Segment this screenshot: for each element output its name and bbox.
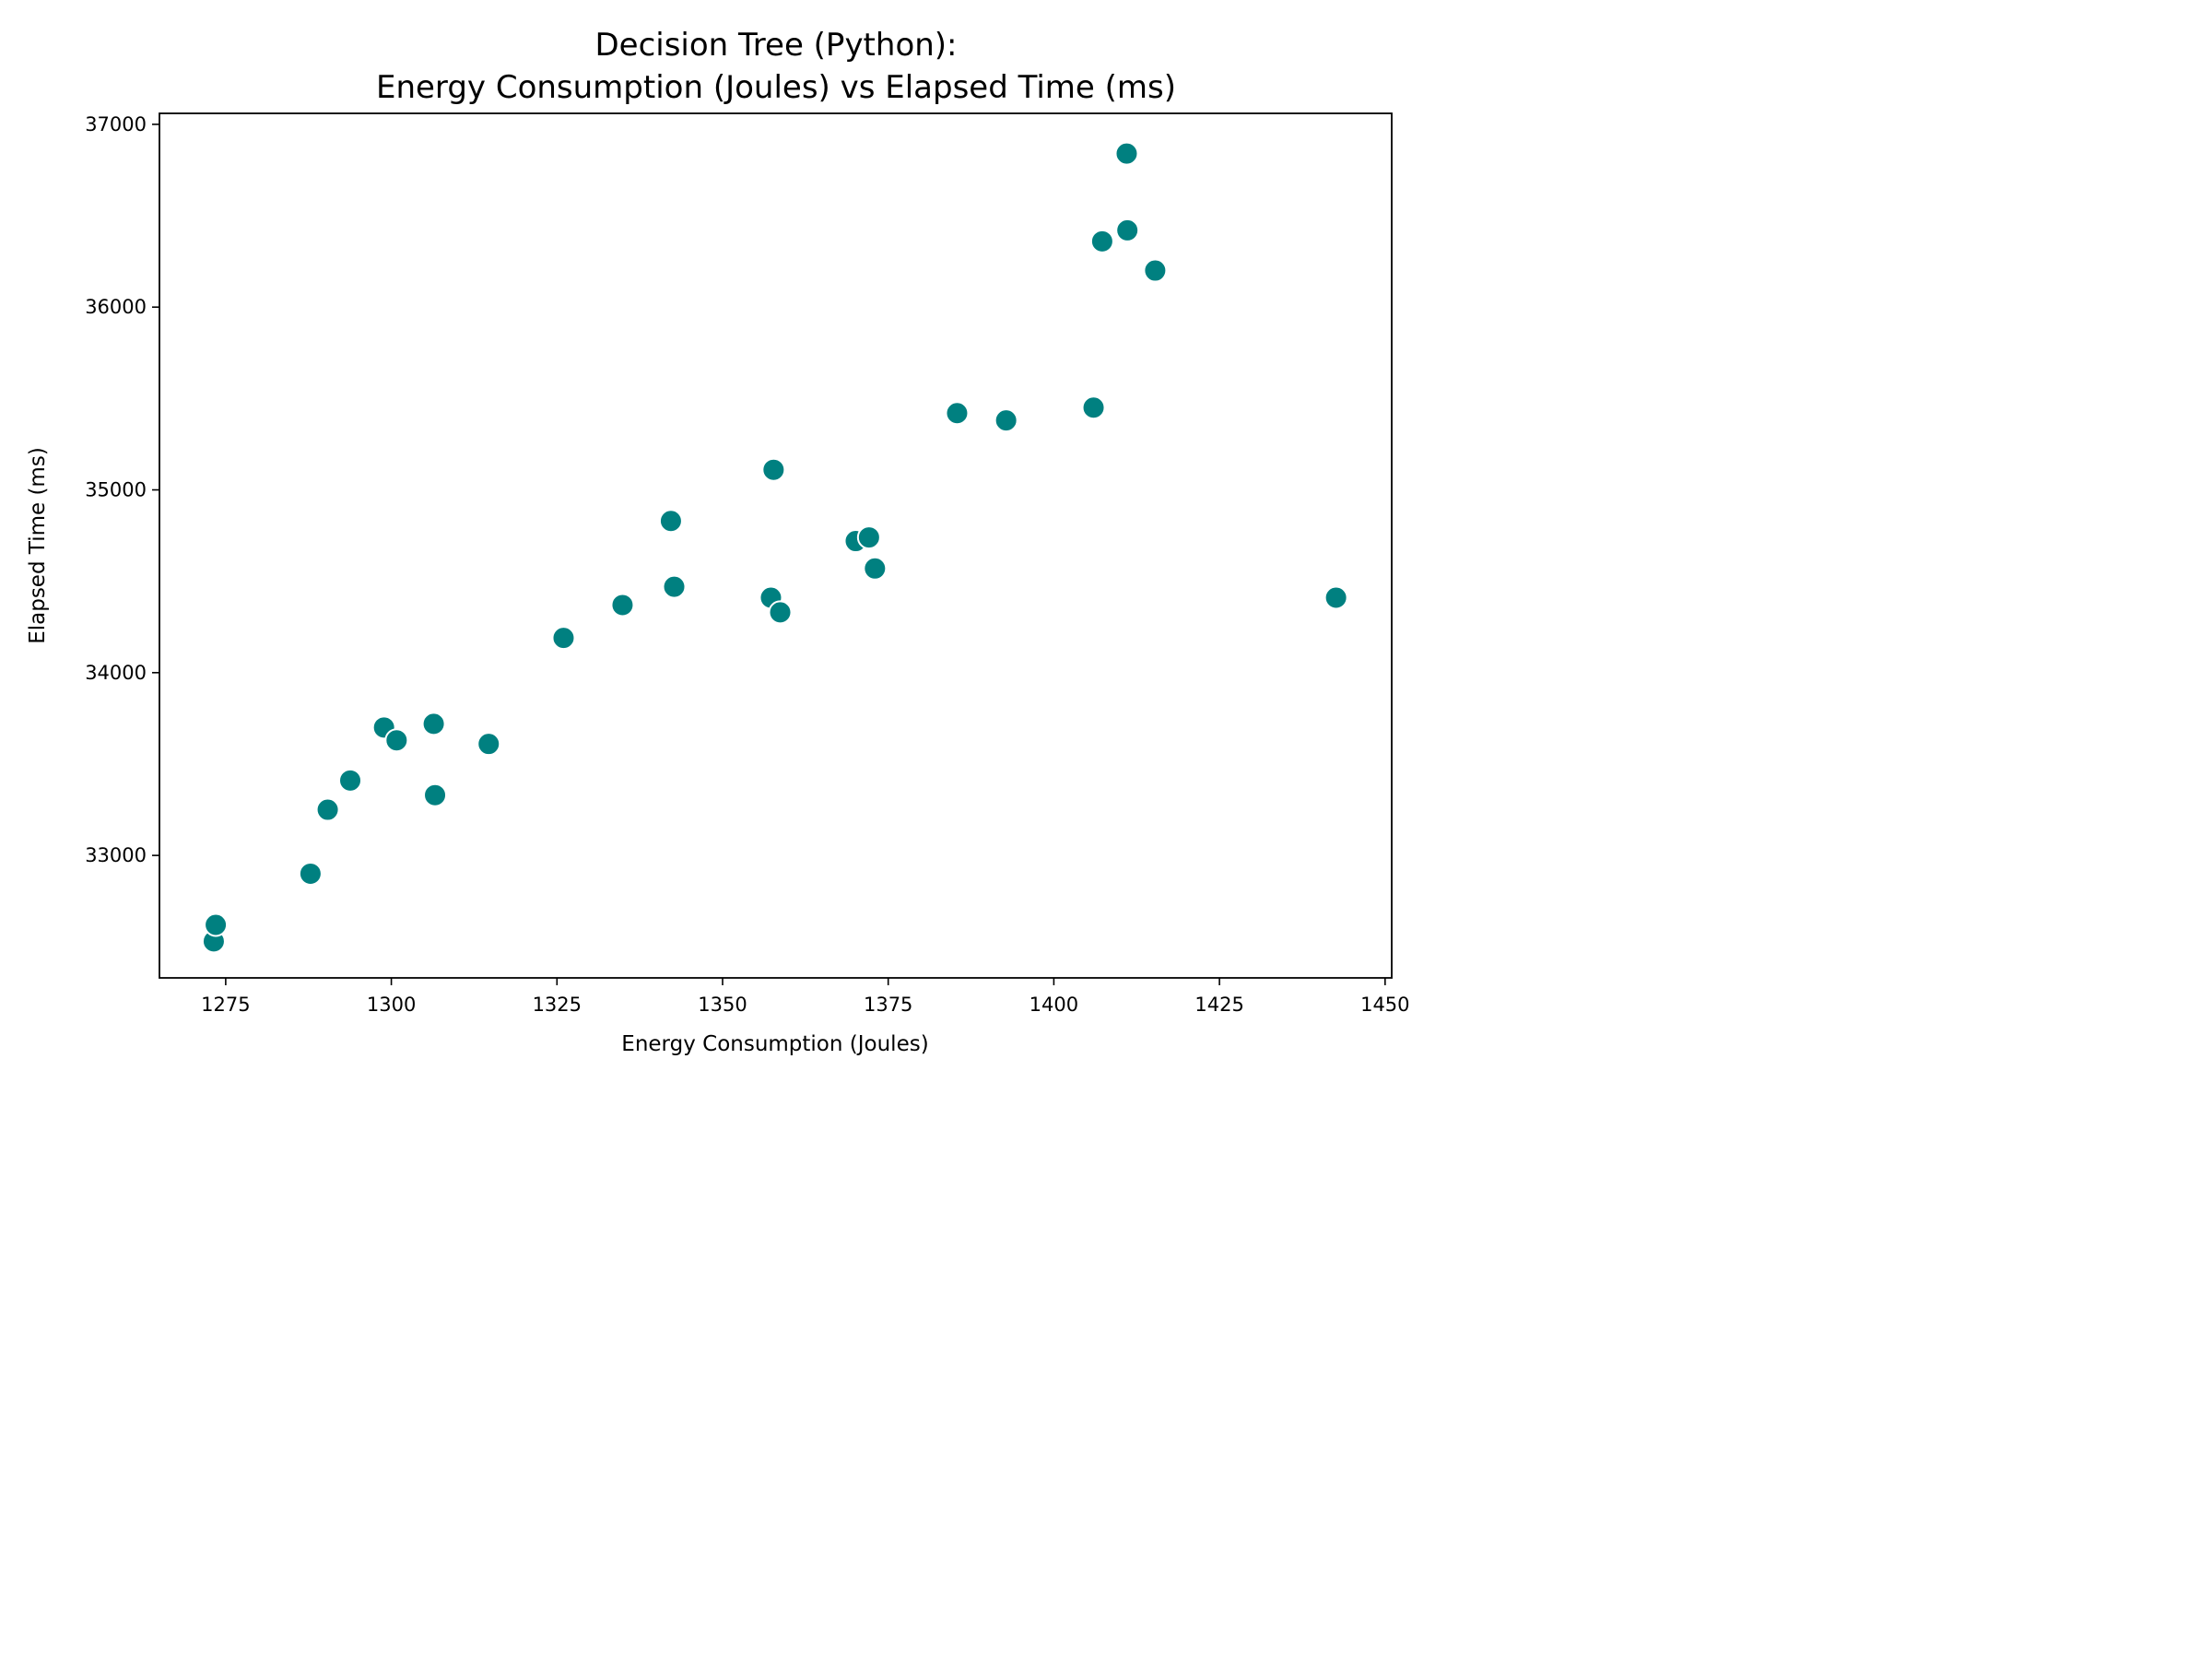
data-point [477,732,501,757]
x-axis-label: Energy Consumption (Joules) [621,1032,928,1056]
y-tick-label: 35000 [85,479,147,501]
data-point [1324,585,1348,610]
data-point [863,556,888,581]
scatter-chart: Decision Tree (Python): Energy Consumpti… [0,0,1430,1073]
data-point [315,797,340,822]
data-point [421,712,446,736]
data-point [338,768,363,793]
data-point [856,525,881,550]
data-point [658,509,683,534]
x-tick-label: 1350 [698,994,747,1016]
x-tick-label: 1450 [1360,994,1409,1016]
data-point [298,861,323,886]
y-tick-label: 34000 [85,662,147,684]
x-axis-ticks: 1275 1300 1325 1350 1375 1400 1425 1450 [201,978,1410,1016]
y-tick-label: 37000 [85,113,147,135]
data-point [768,600,793,625]
x-tick-label: 1275 [201,994,250,1016]
x-tick-label: 1425 [1194,994,1243,1016]
chart-svg: Decision Tree (Python): Energy Consumpti… [26,27,1410,1056]
plot-frame [159,112,1393,979]
x-tick-label: 1375 [864,994,912,1016]
data-point [423,782,448,807]
data-point [551,626,576,651]
data-point [1089,229,1114,253]
data-point [1115,218,1140,242]
data-point [384,728,409,753]
x-tick-label: 1400 [1030,994,1078,1016]
data-point [1143,258,1168,283]
data-point [1081,395,1106,420]
data-point [662,574,687,599]
y-tick-label: 36000 [85,296,147,318]
data-point [610,593,635,618]
y-axis-label: Elapsed Time (ms) [26,447,50,644]
chart-title-line2: Energy Consumption (Joules) vs Elapsed T… [376,69,1176,106]
points-layer [201,141,1348,954]
y-axis-ticks: 33000 34000 35000 36000 37000 [85,113,159,866]
chart-title-line1: Decision Tree (Python): [594,27,957,64]
data-point [761,457,786,482]
x-tick-label: 1325 [533,994,582,1016]
data-point [945,401,970,426]
data-point [204,912,229,937]
data-point [1114,141,1139,166]
x-tick-label: 1300 [367,994,416,1016]
y-tick-label: 33000 [85,844,147,866]
data-point [994,408,1018,433]
